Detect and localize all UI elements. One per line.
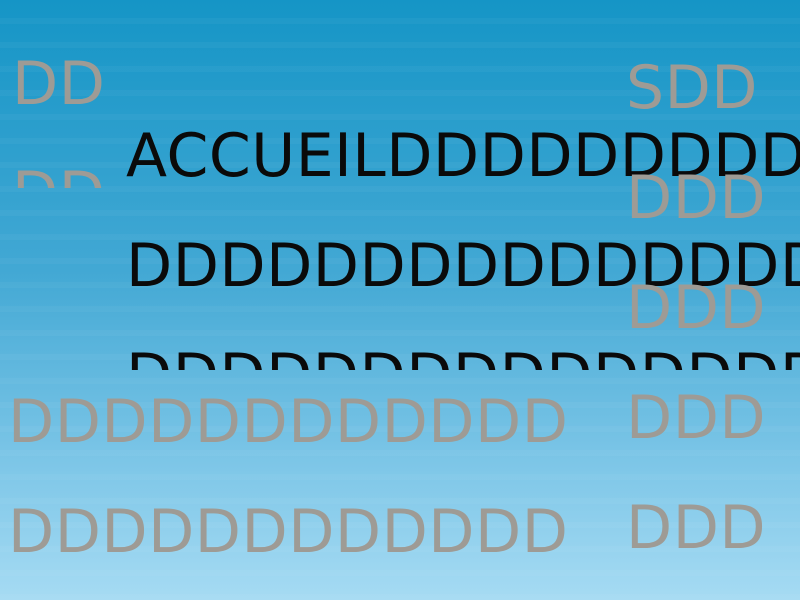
bottom-left-line: DDDDDDDDDDDD [8, 387, 569, 457]
right-column-line: DDD [626, 273, 767, 343]
main-text-block: ACCUEILDDDDDDDDDD DDDDDDDDDDDDDDDD DDDDD… [126, 82, 800, 370]
right-text-column: SDD DDD DDD DDD DDD DDD DDD DDD [626, 14, 800, 600]
bottom-left-text-block: DDDDDDDDDDDD DDDDDDDDDDDD DDDDDDDDDDDD D… [8, 348, 608, 600]
right-column-line: DDD [626, 383, 767, 453]
main-text-line: DDDDDDDDDDDDDDDD [126, 340, 800, 370]
main-text-line: DDDDDDDDDDDDDDDD [126, 231, 800, 301]
top-left-line: DD [12, 49, 106, 119]
bottom-left-line: DDDDDDDDDDDD [8, 497, 569, 567]
top-left-text-fragment: DD DD DD [12, 10, 122, 188]
right-column-line: DDD [626, 493, 767, 563]
right-column-line: SDD [626, 53, 758, 123]
main-heading-line: ACCUEILDDDDDDDDDD [126, 121, 800, 191]
right-column-line: DDD [626, 163, 767, 233]
top-left-line: DD [12, 158, 122, 188]
